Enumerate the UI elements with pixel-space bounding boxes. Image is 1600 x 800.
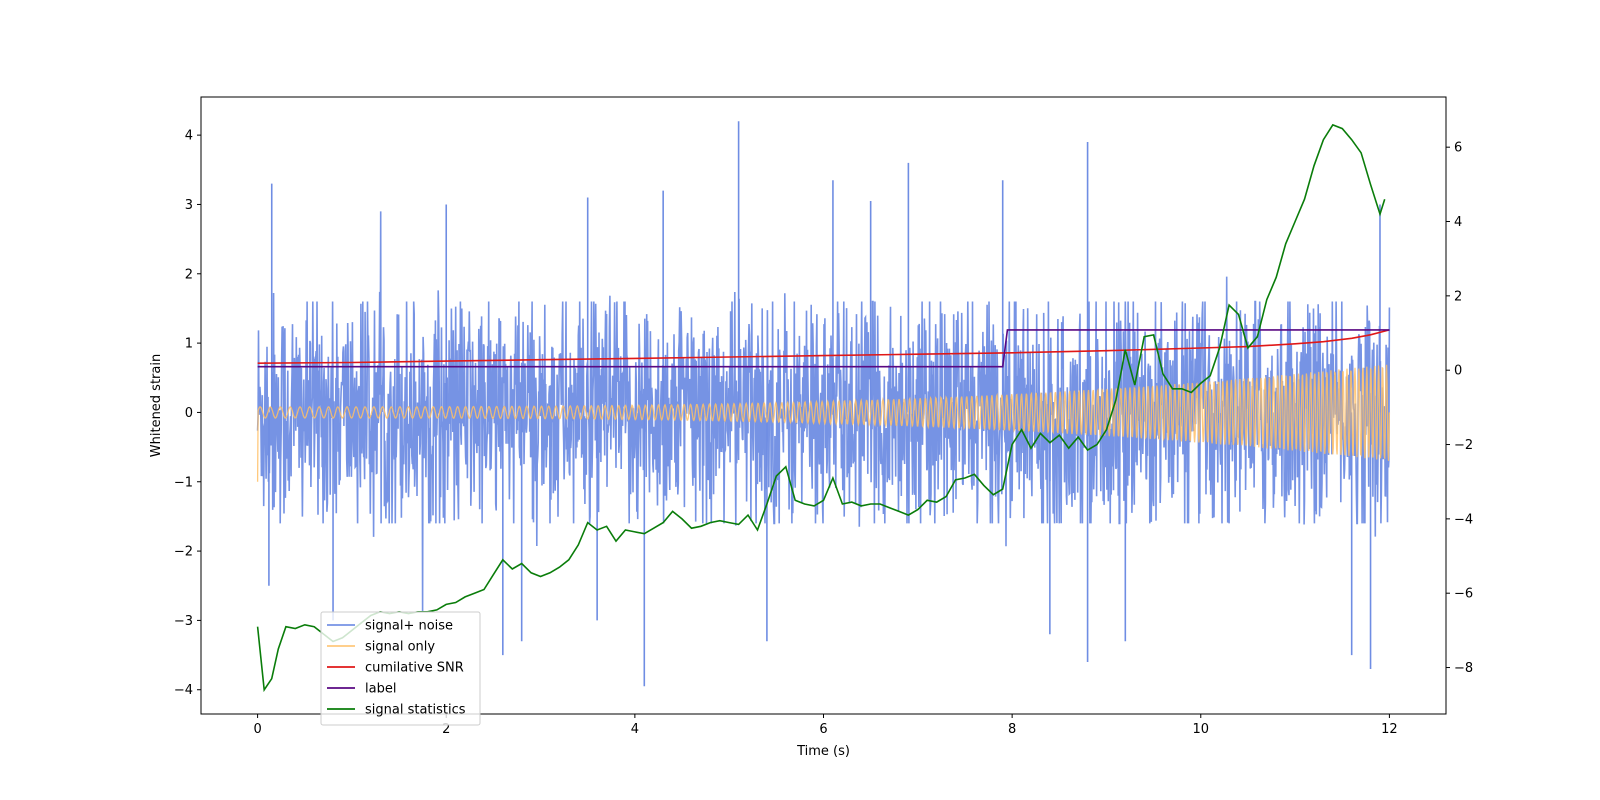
x-tick-label: 8 — [1008, 722, 1016, 737]
y-axis-left: −4 −3 −2 −1 0 1 2 3 4 — [174, 129, 201, 698]
y-tick-label: −2 — [174, 545, 193, 560]
y-tick-label: 2 — [185, 267, 193, 282]
x-tick-label: 6 — [819, 722, 827, 737]
legend-box — [320, 611, 481, 726]
y2-tick-label: −4 — [1454, 512, 1473, 527]
y-tick-label: −1 — [174, 475, 193, 490]
series-cumilative-snr — [257, 329, 1390, 364]
y-tick-label: 4 — [185, 129, 193, 144]
series-label — [257, 329, 1390, 368]
y-tick-label: −4 — [174, 683, 193, 698]
x-tick-label: 4 — [631, 722, 639, 737]
y-tick-label: −3 — [174, 614, 193, 629]
y-axis-label: Whitened strain — [149, 354, 164, 457]
y-tick-label: 1 — [185, 337, 193, 352]
legend-label: signal only — [365, 640, 435, 655]
y2-tick-label: 6 — [1454, 141, 1462, 156]
x-tick-label: 12 — [1381, 722, 1398, 737]
x-axis-label: Time (s) — [796, 744, 850, 759]
legend-label: signal+ noise — [365, 619, 453, 634]
y2-tick-label: −8 — [1454, 661, 1473, 676]
legend-label: cumilative SNR — [365, 661, 464, 676]
y2-tick-label: 2 — [1454, 289, 1462, 304]
x-tick-label: 2 — [442, 722, 450, 737]
signal-only-layer — [256, 364, 1391, 482]
legend-label: signal statistics — [365, 703, 466, 718]
y2-tick-label: −6 — [1454, 587, 1473, 602]
y2-tick-label: 0 — [1454, 364, 1462, 379]
series-signal-statistics — [256, 123, 1386, 693]
x-axis: 0 2 4 6 8 10 12 — [253, 714, 1398, 737]
series-lines-layer — [256, 123, 1390, 693]
y2-tick-label: 4 — [1454, 215, 1462, 230]
signal-noise-layer — [256, 121, 1391, 687]
y2-tick-label: −2 — [1454, 438, 1473, 453]
y-tick-label: 3 — [185, 198, 193, 213]
legend: signal+ noise signal only cumilative SNR la… — [320, 611, 481, 726]
series-signal-only — [256, 364, 1391, 482]
legend-label: label — [365, 682, 396, 697]
y-tick-label: 0 — [185, 406, 193, 421]
x-tick-label: 10 — [1192, 722, 1209, 737]
x-tick-label: 0 — [253, 722, 261, 737]
y-axis-right: −8 −6 −4 −2 0 2 4 6 — [1446, 141, 1473, 676]
